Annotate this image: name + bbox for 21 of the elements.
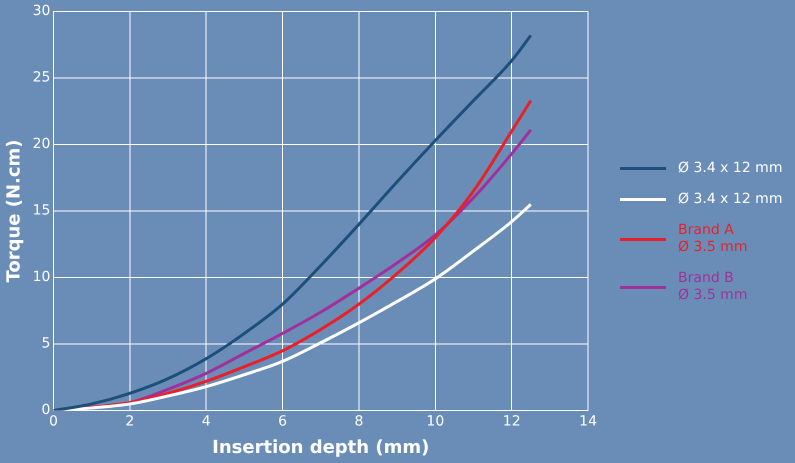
- legend-label: Brand B Ø 3.5 mm: [678, 270, 748, 304]
- legend-label: Ø 3.4 x 12 mm: [678, 191, 782, 208]
- x-tick-label: 6: [278, 414, 288, 430]
- x-tick-label: 14: [579, 414, 598, 430]
- x-tick-label: 2: [125, 414, 134, 430]
- y-axis-title: Torque (N.cm): [3, 139, 24, 283]
- y-tick-label: 20: [32, 136, 50, 152]
- y-tick-label: 5: [41, 336, 50, 352]
- y-tick-label: 25: [32, 70, 50, 86]
- y-tick-label: 0: [41, 402, 50, 418]
- legend-label: Brand A Ø 3.5 mm: [678, 222, 748, 256]
- legend-label: Ø 3.4 x 12 mm: [678, 160, 782, 177]
- x-axis-title: Insertion depth (mm): [212, 436, 430, 458]
- x-tick-label: 12: [502, 414, 521, 430]
- line-series: [53, 34, 532, 411]
- x-tick-label: 8: [354, 414, 364, 430]
- y-tick-label: 15: [32, 202, 50, 219]
- x-tick-label: 10: [426, 414, 444, 430]
- y-tick-label: 10: [32, 269, 50, 286]
- x-tick-label: 4: [202, 414, 211, 430]
- y-tick-label: 30: [32, 3, 50, 20]
